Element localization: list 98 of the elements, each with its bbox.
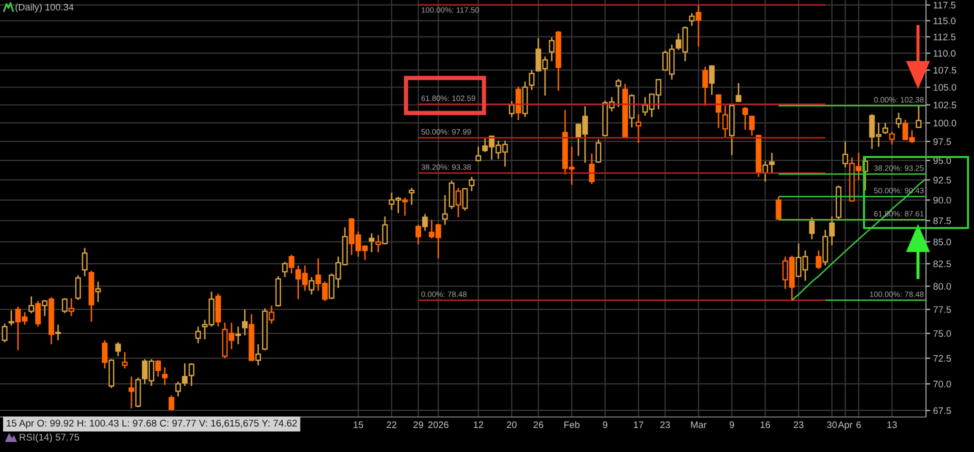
candlestick: [255, 344, 262, 366]
y-tick-label: 82.5: [933, 260, 951, 268]
x-tick-label: 15: [354, 422, 364, 428]
y-tick-label: 72.5: [933, 355, 951, 362]
x-tick-label: 13: [887, 421, 897, 428]
candlestick: [122, 351, 128, 370]
y-tick-label: 90.0: [933, 196, 951, 204]
candlestick: [2, 323, 8, 343]
candlestick: [742, 106, 748, 130]
candlestick: [468, 176, 474, 192]
candlestick: [889, 131, 895, 146]
candlestick: [628, 94, 635, 128]
y-tick-label: 85.0: [933, 238, 951, 246]
candlestick: [702, 66, 708, 106]
y-tick-label: 115.0: [934, 18, 956, 24]
candlestick: [242, 308, 248, 336]
x-tick-label: 16: [760, 421, 770, 428]
candlestick: [402, 196, 408, 216]
candlestick: [588, 152, 595, 185]
x-tick-label: 22: [386, 421, 396, 428]
text: RSI(14) 57.75: [20, 433, 80, 443]
candlestick: [816, 250, 822, 270]
candlestick: [308, 276, 314, 296]
x-tick-label: Feb: [564, 421, 580, 428]
candlestick: [776, 196, 782, 220]
candlestick: [282, 261, 288, 278]
y-tick-label: 107.5: [934, 66, 956, 74]
candlestick: [415, 224, 422, 246]
candlestick: [55, 324, 61, 341]
candlestick: [168, 394, 174, 412]
candlestick: [8, 310, 14, 326]
candlestick: [476, 146, 482, 162]
candlestick: [162, 366, 168, 386]
x-tick-label: 2026: [428, 421, 448, 428]
y-tick-label: 75.0: [933, 330, 951, 337]
candlestick: [442, 194, 448, 226]
x-tick-label: Mar: [691, 422, 706, 428]
candlestick: [736, 82, 742, 103]
x-tick-label: 6: [856, 421, 861, 428]
candlestick: [235, 326, 241, 345]
y-tick-label: 70.0: [933, 380, 951, 388]
x-tick-label: 12: [474, 421, 484, 428]
x-tick-label: 23: [660, 421, 670, 428]
x-tick-label: 26: [534, 421, 544, 428]
x-tick-label: Apr: [838, 422, 852, 430]
text: 15 Apr O: 99.92 H: 100.43 L: 97.68 C: 97.77 V: 16,615,675 Y: 74.62: [6, 420, 297, 429]
y-tick-label: 102.5: [934, 102, 956, 108]
candlestick: [749, 114, 755, 136]
y-tick-label: 117.5: [934, 2, 956, 8]
candlestick: [195, 326, 201, 344]
candlestick: [82, 247, 88, 277]
candlestick: [809, 216, 815, 240]
candlestick: [35, 300, 41, 328]
candlestick: [155, 360, 161, 378]
x-tick-label: 30: [827, 421, 837, 428]
x-tick-label: 29: [414, 421, 424, 428]
y-tick-label: 110.0: [934, 50, 956, 57]
candlestick: [689, 12, 695, 26]
y-tick-label: 92.5: [933, 176, 951, 184]
candlestick: [288, 254, 294, 274]
candlestick: [636, 114, 642, 144]
candlestick: [422, 213, 428, 232]
candlestick: [128, 376, 134, 409]
candlestick: [709, 64, 715, 96]
y-tick-label: 80.0: [933, 283, 951, 290]
y-tick-label: 67.5: [933, 407, 951, 414]
y-tick-label: 105.0: [934, 84, 956, 91]
candlestick: [696, 4, 702, 48]
x-tick-label: 17: [634, 422, 644, 428]
y-tick-label: 112.5: [934, 34, 956, 40]
candlestick: [716, 94, 722, 129]
candlestick: [188, 362, 194, 387]
chart-title: (Daily) 100.34: [16, 4, 74, 12]
y-tick-label: 77.5: [933, 306, 951, 313]
candlestick: [516, 86, 522, 121]
candlestick: [548, 36, 555, 62]
x-tick-label: 23: [794, 421, 804, 428]
x-tick-label: 9: [602, 421, 608, 428]
candlestick: [528, 69, 535, 91]
candlestick: [596, 138, 602, 164]
y-tick-label: 87.5: [933, 217, 951, 224]
candlestick: [408, 187, 414, 206]
candlestick: [368, 232, 374, 253]
x-tick-label: 9: [730, 421, 734, 428]
x-tick-label: 20: [506, 421, 517, 428]
candlestick: [95, 280, 101, 303]
candlestick: [896, 112, 902, 129]
candlestick: [882, 122, 888, 135]
candlestick: [616, 78, 622, 108]
candlestick: [75, 274, 81, 301]
y-tick-label: 97.5: [933, 138, 951, 145]
candlestick: [28, 296, 34, 314]
candlestick: [102, 340, 108, 370]
y-tick-label: 100.0: [934, 120, 956, 126]
candlestick: [115, 342, 121, 357]
candlestick: [508, 100, 515, 118]
candlestick: [916, 105, 922, 129]
candlestick: [42, 299, 48, 317]
